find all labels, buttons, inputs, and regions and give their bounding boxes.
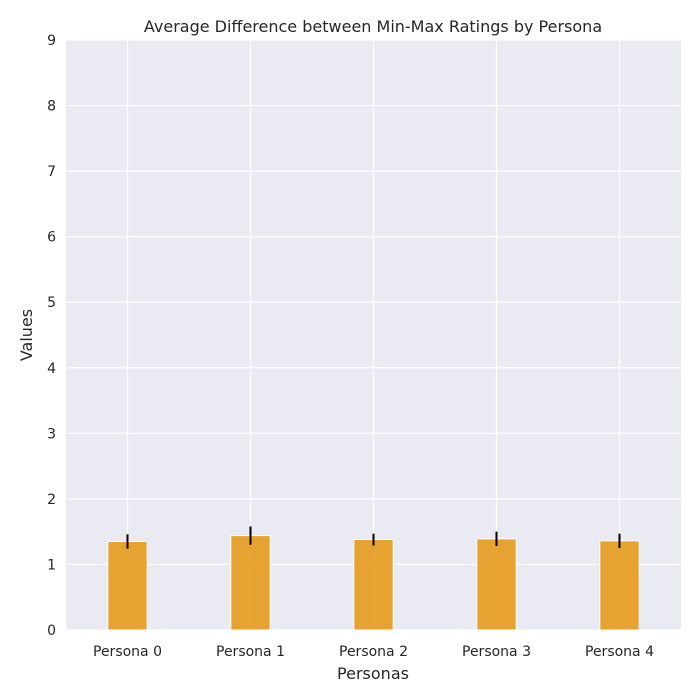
x-tick-label-3: Persona 3 [462,644,531,660]
chart-title: Average Difference between Min-Max Ratin… [144,17,602,36]
bar-4 [599,540,640,631]
y-axis-label: Values [17,309,36,361]
bar-0 [107,541,148,631]
y-tick-label-9: 9 [47,33,56,49]
x-tick-label-1: Persona 1 [216,644,285,660]
y-tick-label-2: 2 [47,492,56,508]
y-tick-label-8: 8 [47,99,56,115]
y-tick-labels: 0 1 2 3 4 5 6 7 8 9 [47,33,56,639]
y-tick-label-1: 1 [47,557,56,573]
y-tick-label-6: 6 [47,230,56,246]
bar-2 [353,539,394,631]
grid-lines [66,39,681,631]
x-tick-labels: Persona 0 Persona 1 Persona 2 Persona 3 Pers… [93,644,654,660]
y-tick-label-5: 5 [47,295,56,311]
bars [107,535,640,631]
x-tick-label-4: Persona 4 [585,644,654,660]
bar-3 [476,538,517,631]
y-tick-label-4: 4 [47,361,56,377]
y-tick-label-0: 0 [47,623,56,639]
error-bars [126,526,621,549]
y-tick-label-7: 7 [47,164,56,180]
x-tick-label-0: Persona 0 [93,644,162,660]
bar-1 [230,535,271,631]
x-tick-label-2: Persona 2 [339,644,408,660]
x-axis-label: Personas [337,664,409,683]
y-tick-label-3: 3 [47,426,56,442]
